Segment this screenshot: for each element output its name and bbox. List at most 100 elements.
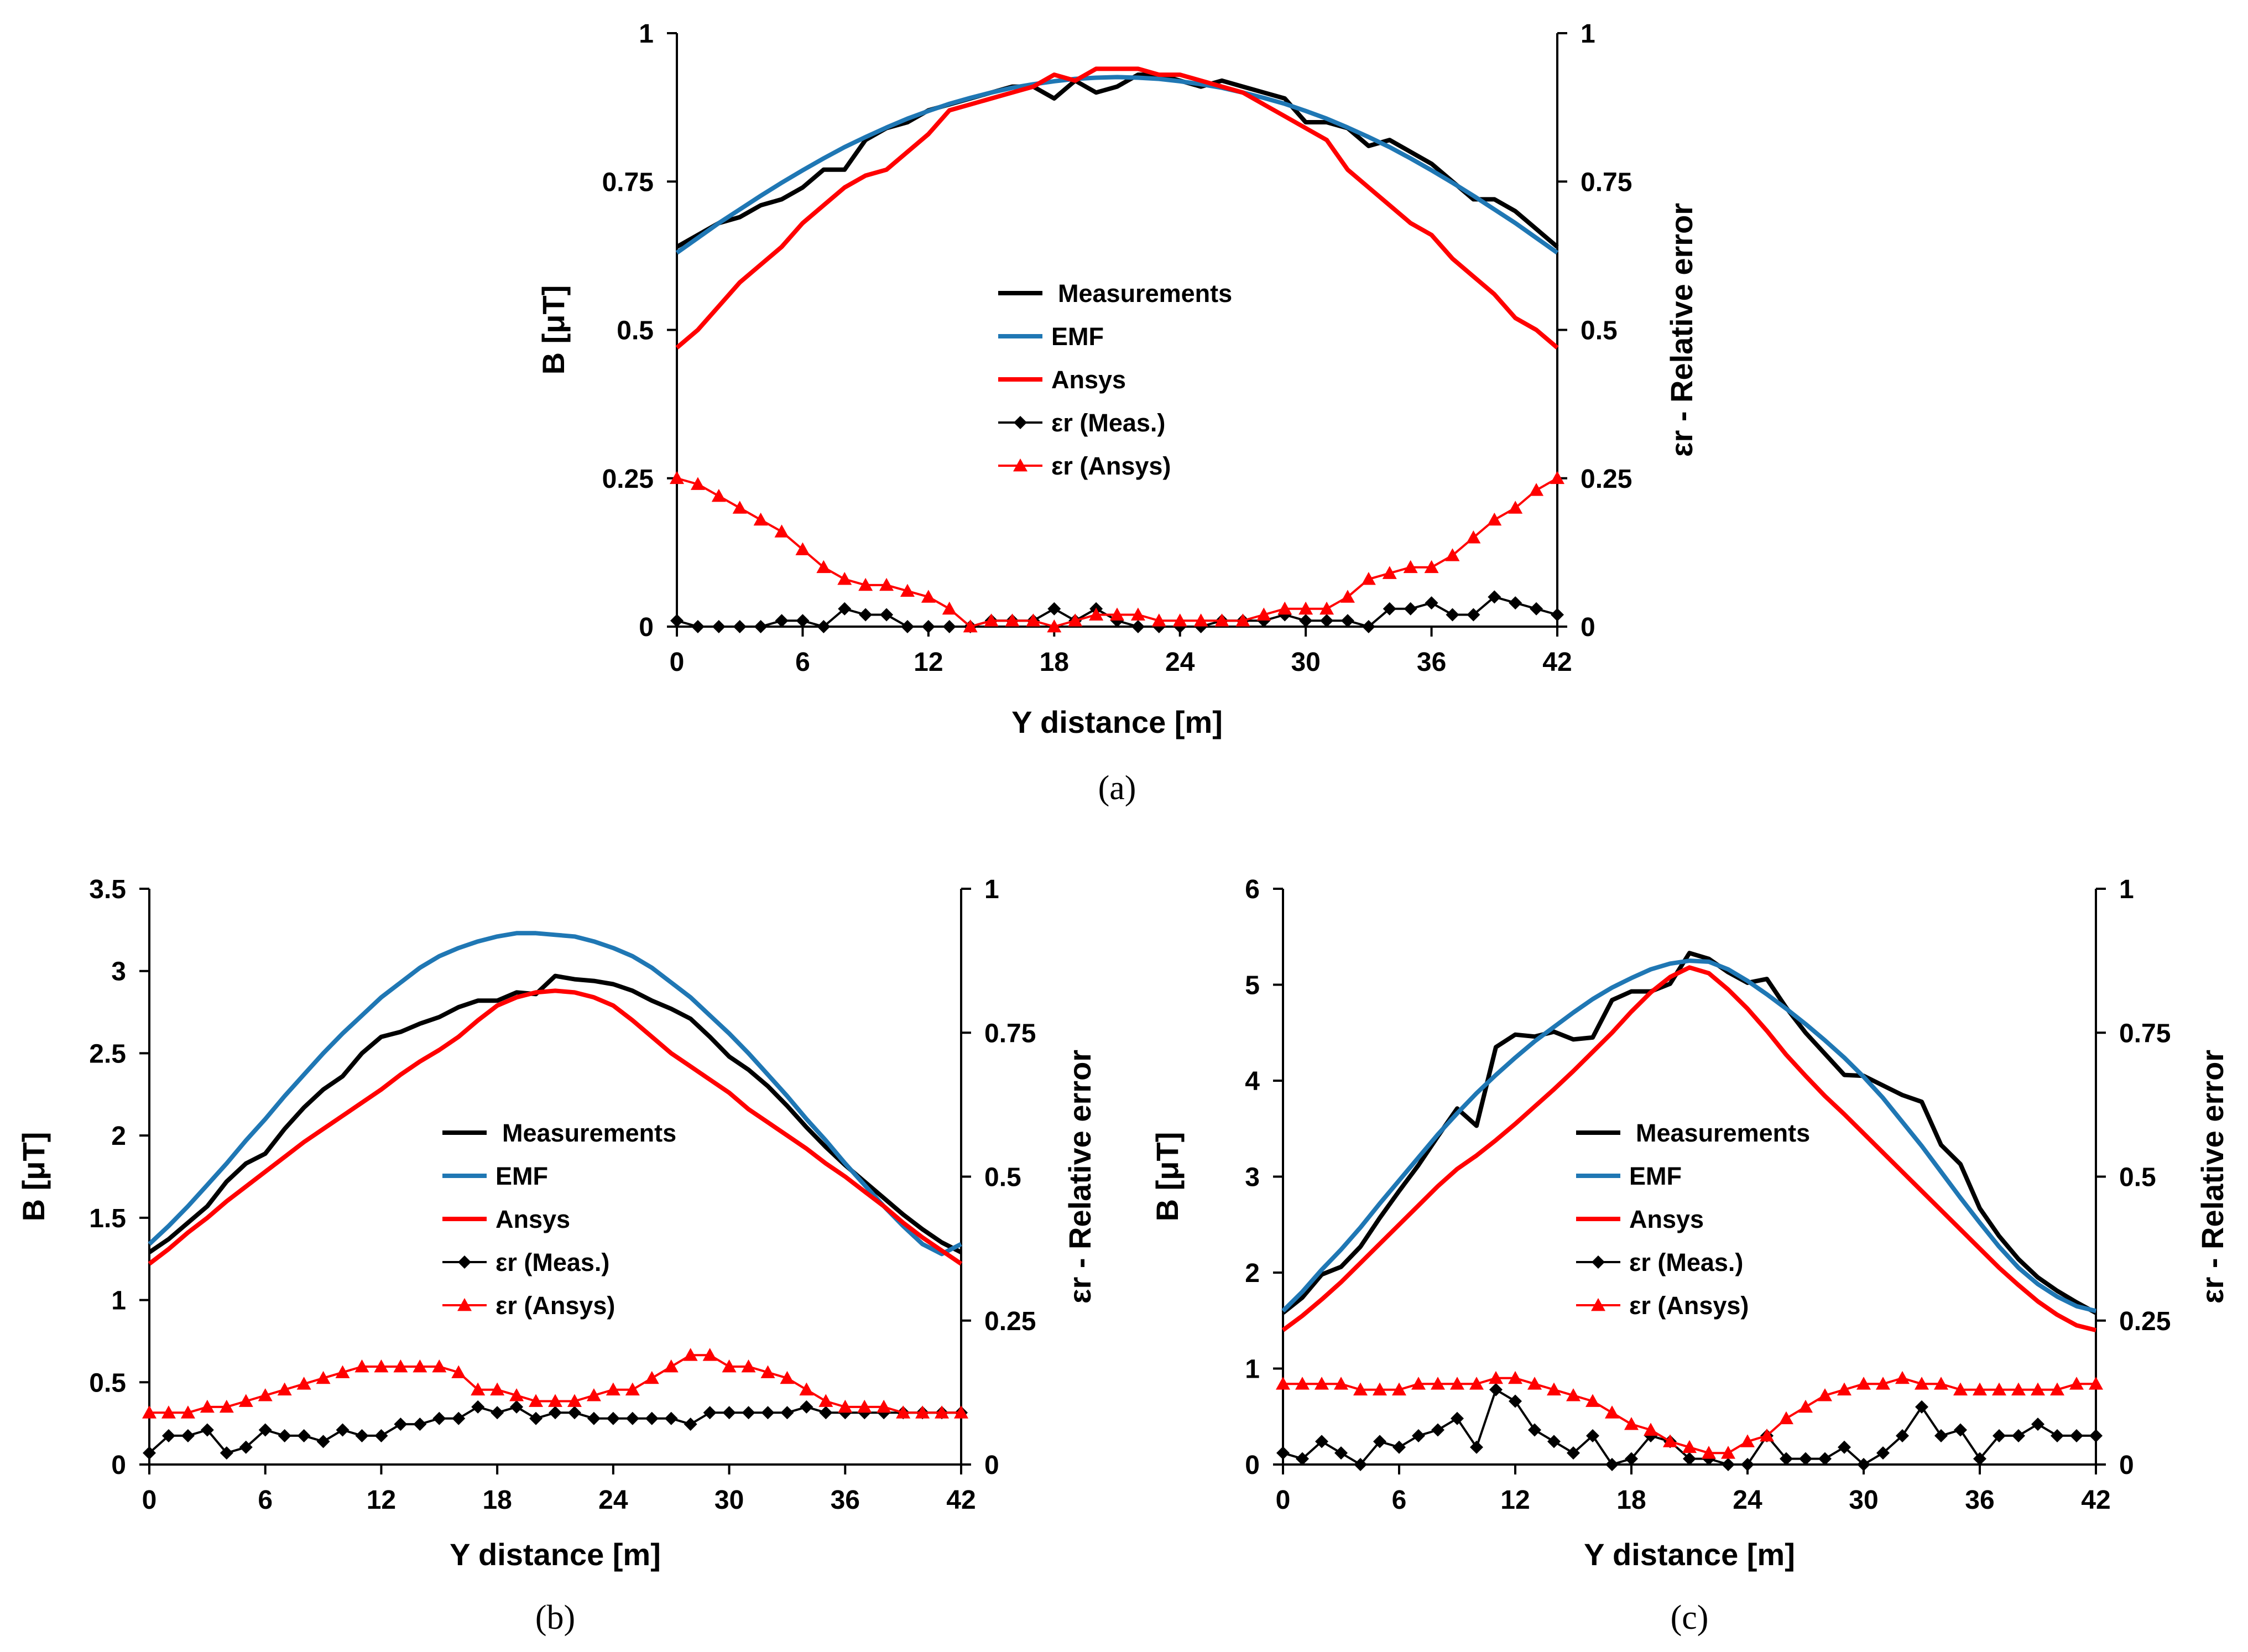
data-point [509, 1388, 524, 1401]
data-point [432, 1359, 447, 1373]
y-tick-label: 1 [1245, 1355, 1260, 1384]
data-point [1798, 1399, 1813, 1413]
data-point [1973, 1382, 1987, 1396]
x-tick-label: 24 [598, 1486, 628, 1515]
data-point [316, 1370, 331, 1384]
data-point [1383, 602, 1396, 616]
x-tick-label: 36 [1417, 648, 1446, 677]
data-point [664, 1411, 678, 1425]
data-point [1993, 1429, 2006, 1442]
data-point [336, 1423, 350, 1437]
data-point [1508, 501, 1523, 514]
data-point [1722, 1458, 1735, 1471]
data-point [1047, 619, 1062, 633]
data-point [1431, 1377, 1445, 1390]
y2-axis-title: εr - Relative error [1062, 1050, 1097, 1304]
data-point [1319, 601, 1334, 615]
data-point [1296, 1452, 1309, 1466]
legend-label: εr (Meas.) [1051, 409, 1165, 437]
y2-tick-label: 0.75 [2119, 1019, 2171, 1048]
x-tick-label: 6 [795, 648, 810, 677]
legend-label: εr (Meas.) [1629, 1248, 1743, 1276]
data-point [1277, 601, 1292, 615]
data-point [754, 620, 768, 633]
y2-tick-label: 1 [2119, 875, 2134, 904]
data-point [1341, 614, 1354, 628]
data-point [393, 1359, 408, 1373]
data-point [1382, 566, 1397, 579]
data-point [258, 1388, 273, 1401]
y-tick-label: 6 [1245, 875, 1260, 904]
data-point [1470, 1440, 1483, 1454]
series-4 [142, 1348, 968, 1419]
data-point [1605, 1405, 1619, 1419]
y-tick-label: 4 [1245, 1067, 1260, 1096]
x-tick-label: 24 [1165, 648, 1195, 677]
data-point [838, 602, 852, 616]
legend-label: εr (Ansys) [1051, 452, 1171, 480]
data-point [1605, 1458, 1619, 1471]
series-0 [148, 973, 962, 1254]
legend: Measurements EMF Ansys εr (Meas.) εr (Ansys) [998, 279, 1232, 480]
panel-label: (a) [1098, 769, 1136, 807]
x-axis-title: Y distance [m] [1011, 705, 1223, 739]
data-point [452, 1411, 466, 1425]
y2-tick-label: 0.75 [984, 1019, 1036, 1048]
x-tick-label: 6 [258, 1486, 273, 1515]
legend: Measurements EMF Ansys εr (Meas.) εr (Ansys) [1576, 1119, 1810, 1320]
y-tick-label: 0.5 [617, 316, 654, 346]
data-point [880, 608, 894, 622]
data-point [1740, 1434, 1755, 1447]
chart-panel-0: 0 6 12 18 24 30 36 42 0 0.25 0.5 0.75 1 0 0.25 0.5 0.75 1… [536, 19, 1699, 807]
panel-label: (c) [1671, 1599, 1709, 1637]
series-line [675, 66, 1559, 350]
data-point [1256, 607, 1271, 621]
data-point [1403, 560, 1418, 574]
y2-tick-label: 0.25 [2119, 1307, 2171, 1336]
data-point [1702, 1446, 1716, 1459]
data-point [1934, 1377, 1948, 1390]
data-point [1446, 608, 1459, 622]
data-point [432, 1411, 446, 1425]
data-point [1818, 1452, 1832, 1466]
y-axis-title: B [μT] [16, 1132, 51, 1222]
data-point [1361, 572, 1376, 585]
data-point [1915, 1400, 1928, 1414]
data-point [354, 1359, 369, 1373]
data-point [451, 1365, 466, 1378]
data-point [529, 1411, 543, 1425]
y2-tick-label: 0.5 [2119, 1163, 2156, 1192]
data-point [471, 1400, 485, 1414]
legend-marker [1591, 1298, 1605, 1311]
data-point [142, 1405, 157, 1419]
data-point [760, 1365, 775, 1378]
data-point [1026, 613, 1041, 627]
x-tick-label: 12 [367, 1486, 396, 1515]
data-point [900, 620, 914, 633]
data-point [1487, 512, 1502, 526]
data-point [1508, 1370, 1522, 1384]
data-point [690, 477, 705, 490]
data-point [1644, 1422, 1658, 1436]
data-point [1172, 613, 1187, 627]
data-point [510, 1400, 524, 1414]
data-point [1466, 530, 1481, 544]
data-point [1799, 1452, 1812, 1466]
data-point [702, 1348, 717, 1361]
data-point [1151, 613, 1166, 627]
legend-marker [1592, 1255, 1605, 1269]
legend-label: εr (Meas.) [496, 1248, 609, 1276]
y2-tick-label: 0.5 [984, 1163, 1021, 1192]
data-point [1566, 1388, 1581, 1401]
x-tick-label: 42 [1542, 648, 1572, 677]
y-tick-label: 1 [639, 19, 654, 49]
legend-label: εr (Ansys) [496, 1291, 615, 1320]
data-point [670, 471, 684, 484]
data-point [1404, 602, 1417, 616]
data-point [1431, 1423, 1444, 1437]
data-point [1895, 1370, 1910, 1384]
y2-tick-label: 0 [2119, 1451, 2134, 1480]
series-line [1281, 965, 2096, 1332]
data-point [2012, 1429, 2025, 1442]
